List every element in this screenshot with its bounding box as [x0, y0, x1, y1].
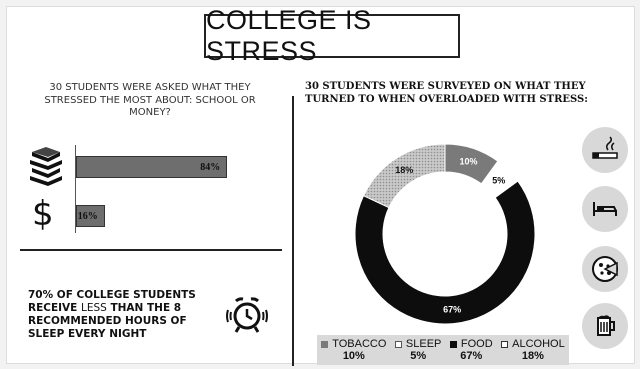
donut-label-sleep: 5% [492, 175, 505, 185]
legend-item-sleep: SLEEP 5% [394, 335, 442, 362]
survey-question-part2: WITH STRESS: [499, 94, 588, 105]
legend-value: 67% [460, 350, 483, 362]
stress-survey-question: 30 STUDENTS WERE SURVEYED ON WHAT THEY T… [305, 80, 605, 106]
legend-value: 5% [410, 350, 427, 362]
legend-swatch [394, 340, 402, 348]
donut-label-food: 67% [443, 305, 461, 315]
sleep-text-part2: THAN THE 8 RECOMMENDED HOURS OF SLEEP EV… [28, 302, 187, 340]
cigarette-icon [582, 127, 628, 173]
legend-swatch [449, 340, 457, 348]
books-icon [30, 147, 62, 186]
beer-icon [582, 303, 628, 349]
dollar-icon: $ [32, 194, 54, 234]
legend-swatch [321, 340, 329, 348]
survey-question-part1: 30 STUDENTS WERE SURVEYED ON WHAT THEY T… [305, 81, 586, 105]
money-bar: 16% [76, 205, 105, 227]
infographic-frame [6, 6, 635, 364]
bed-icon [582, 186, 628, 232]
pizza-icon [582, 246, 628, 292]
legend-label: TOBACCO [332, 338, 387, 350]
legend-value: 10% [342, 350, 365, 362]
horizontal-divider [20, 249, 282, 251]
sleep-text-less: LESS [81, 302, 107, 314]
legend-label: SLEEP [405, 338, 442, 350]
donut-slice-food [355, 180, 535, 325]
legend-item-tobacco: TOBACCO 10% [321, 335, 386, 362]
legend-label: ALCOHOL [512, 338, 565, 350]
donut-label-alcohol: 18% [395, 165, 413, 175]
chart-legend: TOBACCO 10% SLEEP 5% FOOD 67% ALCOHOL 18… [317, 335, 569, 365]
legend-swatch [501, 340, 509, 348]
donut-slice-alcohol [362, 143, 446, 209]
legend-value: 18% [521, 350, 544, 362]
sleep-statistic: 70% OF COLLEGE STUDENTS RECEIVE LESS THA… [28, 289, 218, 341]
survey-question-emph: OVERLOADED [418, 94, 500, 105]
sleep-text-part1: 70% OF COLLEGE STUDENTS RECEIVE [28, 289, 196, 314]
school-money-question: 30 STUDENTS WERE ASKED WHAT THEY STRESSE… [44, 82, 256, 118]
legend-label: FOOD [460, 338, 493, 350]
school-bar-label: 84% [200, 161, 221, 173]
legend-item-alcohol: ALCOHOL 18% [501, 335, 565, 362]
legend-item-food: FOOD 67% [449, 335, 493, 362]
vertical-divider [292, 96, 294, 366]
donut-label-tobacco: 10% [459, 157, 477, 167]
school-bar: 84% [76, 156, 228, 178]
bar-axis [75, 145, 76, 233]
page-title: COLLEGE IS STRESS [204, 5, 460, 66]
money-bar-label: 16% [77, 210, 98, 222]
stress-donut-chart: 10% 5% 67% 18% [355, 143, 535, 325]
alarm-clock-icon [226, 297, 268, 333]
